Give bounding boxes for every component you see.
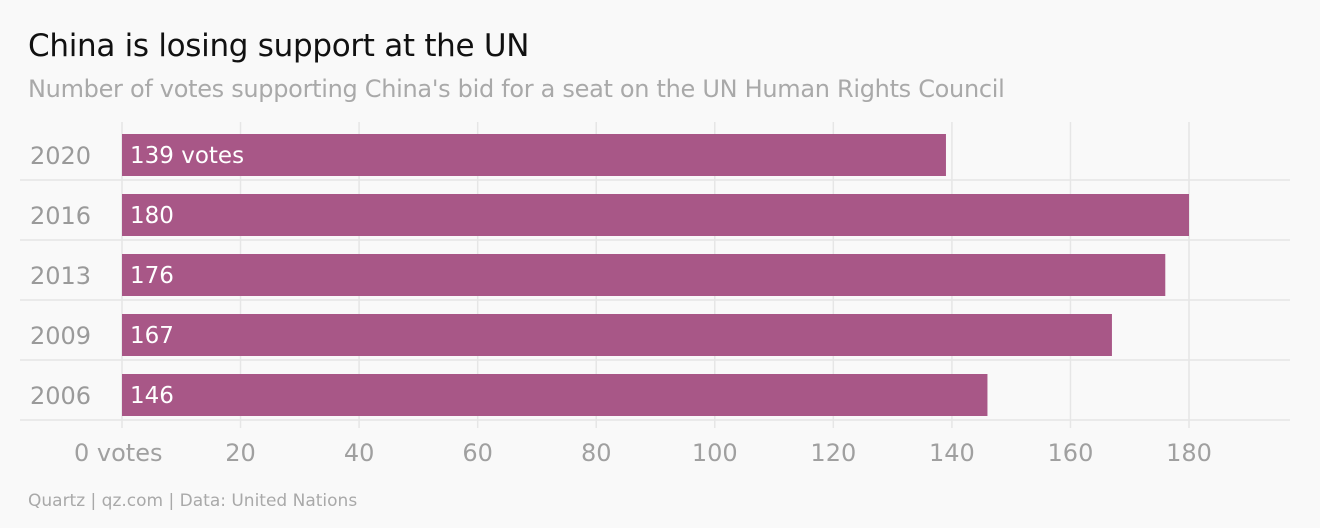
bar-2009 (122, 314, 1112, 356)
x-tick-label-60: 60 (462, 439, 493, 467)
bar-2006 (122, 374, 988, 416)
category-label-2009: 2009 (30, 322, 91, 350)
chart-subtitle: Number of votes supporting China's bid f… (28, 75, 1005, 103)
bar-label-2013: 176 (130, 263, 174, 289)
bar-2016 (122, 194, 1189, 236)
x-tick-label-0: 0 votes (74, 439, 162, 467)
bar-label-2006: 146 (130, 383, 174, 409)
source-note: Quartz | qz.com | Data: United Nations (28, 491, 358, 511)
x-tick-label-100: 100 (692, 439, 738, 467)
bar-2020 (122, 134, 946, 176)
category-label-2013: 2013 (30, 262, 91, 290)
bar-label-2009: 167 (130, 323, 174, 349)
bar-2013 (122, 254, 1166, 296)
y-axis: 2020 2016 2013 2009 2006 (30, 142, 91, 410)
x-tick-label-40: 40 (344, 439, 375, 467)
bars: 139 votes 180 176 167 146 (122, 134, 1189, 416)
category-label-2020: 2020 (30, 142, 91, 170)
x-tick-label-140: 140 (929, 439, 975, 467)
chart-title: China is losing support at the UN (28, 28, 530, 64)
x-tick-label-160: 160 (1048, 439, 1094, 467)
x-tick-label-20: 20 (225, 439, 256, 467)
bar-label-2020: 139 votes (130, 143, 244, 169)
category-label-2006: 2006 (30, 382, 91, 410)
x-axis: 0 votes 20 40 60 80 100 120 140 160 180 (74, 439, 1212, 467)
category-label-2016: 2016 (30, 202, 91, 230)
x-tick-label-120: 120 (810, 439, 856, 467)
bar-label-2016: 180 (130, 203, 174, 229)
x-tick-label-180: 180 (1166, 439, 1212, 467)
x-tick-label-80: 80 (581, 439, 612, 467)
